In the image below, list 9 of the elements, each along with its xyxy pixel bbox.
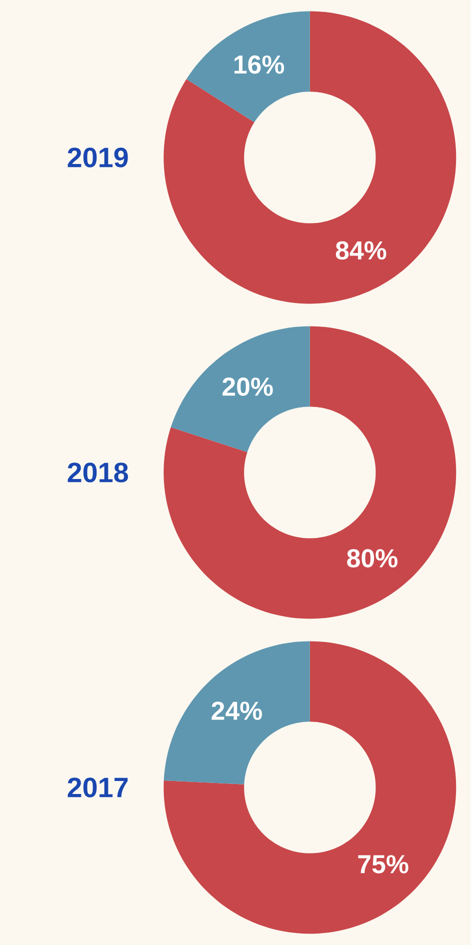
data-label: 24%: [212, 702, 262, 720]
text: 2017: [68, 778, 128, 798]
data-label: 20%: [222, 378, 273, 396]
text: 2018: [68, 462, 128, 482]
text: 2019: [68, 148, 128, 168]
data-label: 16%: [234, 55, 284, 74]
data-label: 75%: [358, 855, 408, 874]
data-label: 84%: [336, 241, 386, 260]
data-label: 80%: [347, 549, 398, 568]
